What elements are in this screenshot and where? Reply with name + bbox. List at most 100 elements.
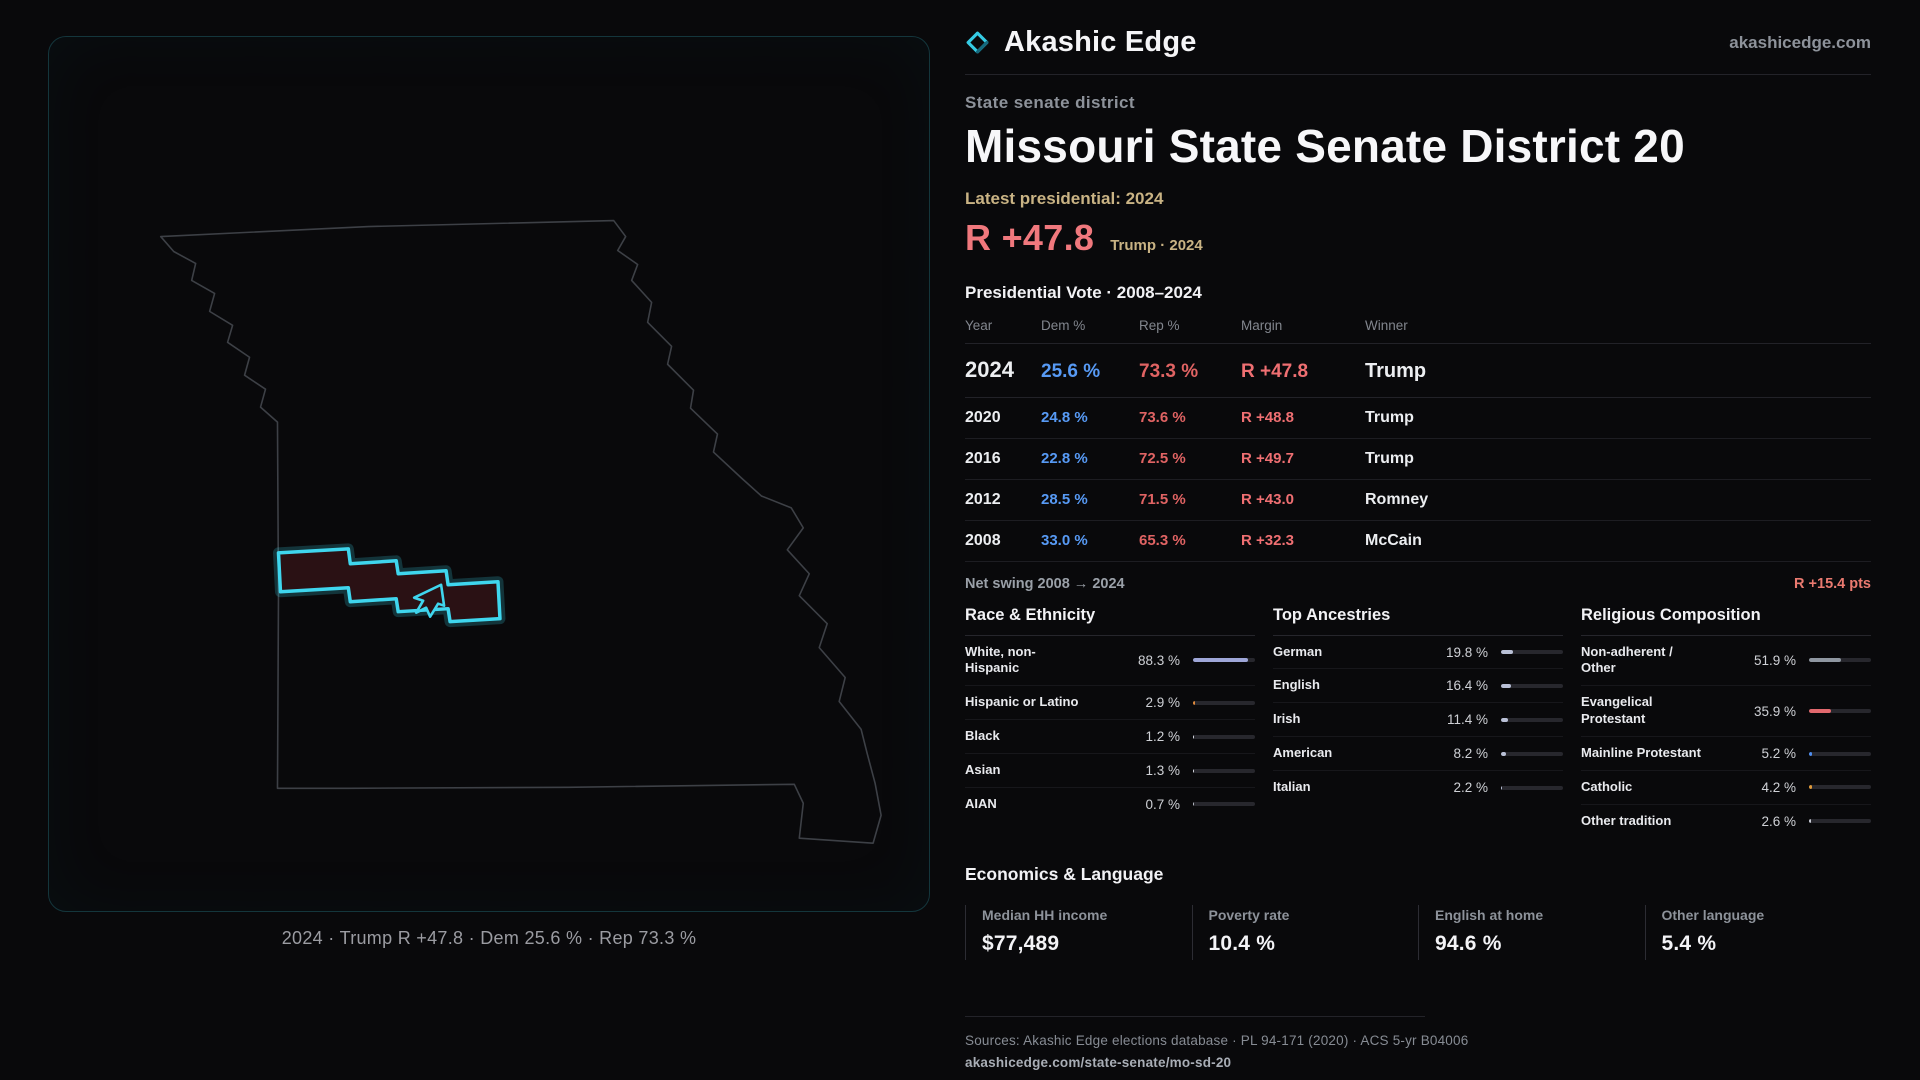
stat-label: Poverty rate (1208, 906, 1290, 923)
net-swing-label: Net swing 2008 → 2024 (965, 575, 1125, 592)
brand-diamond-icon (966, 31, 989, 54)
latest-presidential-label: Latest presidential: 2024 (965, 188, 1164, 208)
stat-label: Mainline Protestant (1581, 745, 1701, 761)
list-item: Asian 1.3 % (965, 754, 1255, 789)
table-row: 2020 24.8 % 73.6 % R +48.8 Trump (965, 398, 1871, 439)
net-swing-value: R +15.4 pts (1794, 575, 1871, 592)
stat-value: 35.9 % (1753, 703, 1796, 719)
stat-value: 94.6 % (1435, 931, 1502, 955)
stat-label: White, non-Hispanic (965, 643, 1036, 676)
demographics-grid: Race & Ethnicity White, non-Hispanic 88.… (965, 606, 1871, 838)
cell-dem: 24.8 % (1041, 408, 1088, 426)
vote-table: Year Dem % Rep % Margin Winner 2024 25.6… (965, 311, 1871, 562)
stat-value: 88.3 % (1137, 652, 1180, 668)
stat-value: 0.7 % (1145, 796, 1180, 812)
table-row: 2024 25.6 % 73.3 % R +47.8 Trump (965, 344, 1871, 398)
cell-year: 2012 (965, 490, 1001, 508)
list-item: American 8.2 % (1273, 737, 1563, 772)
stat-value: 10.4 % (1208, 931, 1276, 955)
cell-dem: 28.5 % (1041, 490, 1088, 508)
religion-heading: Religious Composition (1581, 606, 1871, 636)
app-header: Akashic Edge akashicedge.com (965, 26, 1871, 75)
col-rep: Rep % (1139, 317, 1180, 333)
stat-bar (1193, 700, 1255, 705)
cell-winner: Trump (1365, 449, 1414, 467)
stat-bar (1809, 785, 1871, 790)
list-item: English 16.4 % (1273, 669, 1563, 704)
col-winner: Winner (1365, 317, 1408, 333)
margin-context: Trump · 2024 (1110, 236, 1203, 254)
site-link[interactable]: akashicedge.com (1729, 32, 1871, 52)
permalink[interactable]: akashicedge.com/state-senate/mo-sd-20 (965, 1054, 1232, 1070)
district-report: Akashic Edge akashicedge.com State senat… (965, 26, 1871, 1070)
table-row: 2016 22.8 % 72.5 % R +49.7 Trump (965, 439, 1871, 480)
stat-value: 4.2 % (1761, 779, 1796, 795)
stat-bar (1501, 717, 1563, 722)
stat-block: English at home 94.6 % (1418, 904, 1645, 960)
cell-year: 2016 (965, 449, 1001, 467)
list-item: Black 1.2 % (965, 720, 1255, 755)
table-row: 2012 28.5 % 71.5 % R +43.0 Romney (965, 480, 1871, 521)
stat-label: Black (965, 728, 1000, 744)
stat-value: $77,489 (982, 931, 1060, 955)
district-enclave (412, 583, 446, 618)
table-row: 2008 33.0 % 65.3 % R +32.3 McCain (965, 521, 1871, 562)
stat-bar (1501, 785, 1563, 790)
stat-value: 2.2 % (1453, 780, 1488, 796)
stat-label: Evangelical Protestant (1581, 694, 1653, 727)
cell-margin: R +47.8 (1241, 360, 1309, 382)
stat-label: Non-adherent / Other (1581, 643, 1673, 676)
stat-value: 2.9 % (1145, 695, 1180, 711)
race-heading: Race & Ethnicity (965, 606, 1255, 636)
cell-rep: 73.3 % (1139, 360, 1199, 382)
list-item: AIAN 0.7 % (965, 788, 1255, 821)
stat-label: German (1273, 643, 1323, 659)
stat-bar (1809, 658, 1871, 663)
stat-bar (1193, 734, 1255, 739)
stat-bar (1501, 683, 1563, 688)
stat-bar (1501, 751, 1563, 756)
stat-bar (1193, 802, 1255, 807)
district-shape[interactable] (276, 547, 502, 624)
list-item: Hispanic or Latino 2.9 % (965, 686, 1255, 721)
col-margin: Margin (1241, 317, 1283, 333)
stat-value: 1.2 % (1145, 729, 1180, 745)
page-footer: Sources: Akashic Edge elections database… (965, 1015, 1871, 1070)
list-item: German 19.8 % (1273, 636, 1563, 670)
cell-margin: R +49.7 (1241, 449, 1294, 467)
stat-value: 11.4 % (1446, 712, 1488, 728)
district-map-panel (48, 36, 930, 912)
stat-value: 2.6 % (1761, 813, 1796, 829)
stat-label: English (1273, 677, 1320, 693)
headline-margin: R +47.8 Trump · 2024 (965, 217, 1871, 259)
brand-name: Akashic Edge (1004, 26, 1197, 58)
stat-value: 51.9 % (1753, 652, 1796, 668)
missouri-outline (159, 219, 882, 844)
cell-margin: R +43.0 (1241, 490, 1294, 508)
stat-value: 5.2 % (1761, 746, 1796, 762)
stat-label: AIAN (965, 796, 997, 812)
list-item: White, non-Hispanic 88.3 % (965, 636, 1255, 687)
stat-bar (1193, 768, 1255, 773)
stat-value: 5.4 % (1661, 931, 1717, 955)
stat-label: English at home (1435, 906, 1544, 923)
stat-value: 8.2 % (1453, 746, 1488, 762)
stat-label: Irish (1273, 711, 1301, 727)
stat-label: Italian (1273, 779, 1311, 795)
list-item: Mainline Protestant 5.2 % (1581, 737, 1871, 772)
cell-winner: Trump (1365, 359, 1427, 382)
cell-year: 2024 (965, 356, 1014, 382)
stat-value: 19.8 % (1445, 644, 1488, 660)
district-kicker: State senate district (965, 93, 1135, 112)
stat-label: Asian (965, 762, 1001, 778)
ancestry-column: Top Ancestries German 19.8 % English 16.… (1273, 606, 1563, 838)
economics-stats: Median HH income $77,489 Poverty rate 10… (965, 904, 1871, 960)
col-year: Year (965, 317, 993, 333)
map-caption: 2024 · Trump R +47.8 · Dem 25.6 % · Rep … (281, 928, 697, 948)
cell-winner: Trump (1365, 408, 1414, 426)
cell-year: 2008 (965, 531, 1001, 549)
stat-label: Hispanic or Latino (965, 694, 1079, 710)
stat-bar (1193, 658, 1255, 663)
cell-margin: R +48.8 (1241, 408, 1294, 426)
cell-winner: McCain (1365, 531, 1422, 549)
